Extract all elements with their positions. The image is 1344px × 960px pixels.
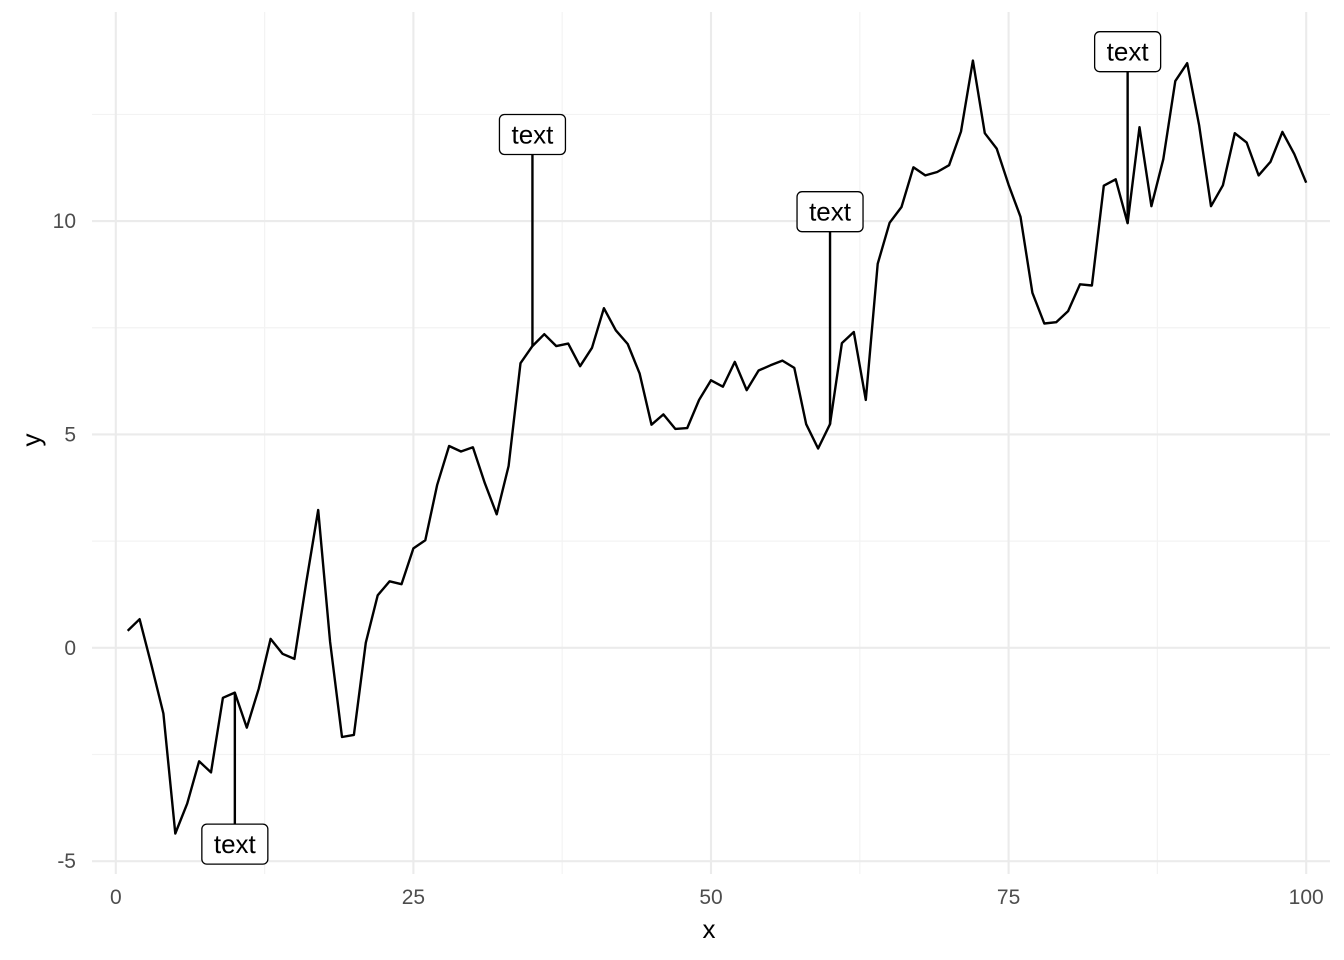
annotation-text: text: [214, 829, 257, 859]
annotation-box: [796, 191, 864, 233]
annotation-label: text: [796, 191, 864, 233]
x-tick-label: 50: [699, 886, 722, 909]
x-tick-label: 75: [997, 886, 1020, 909]
annotation-box: [498, 113, 567, 156]
annotation-text: text: [511, 119, 554, 149]
annotation-label: text: [498, 113, 567, 156]
annotation-box: [1093, 31, 1162, 73]
annotation-label: text: [1093, 31, 1162, 73]
y-tick-label: -5: [57, 850, 76, 873]
annotation-label: text: [201, 823, 269, 865]
annotation-text: text: [809, 197, 852, 227]
y-tick-label: 10: [53, 210, 76, 233]
x-tick-label: 100: [1289, 886, 1324, 909]
x-tick-label: 25: [402, 886, 425, 909]
annotation-layer: text text text text: [201, 31, 1162, 865]
x-tick-label: 0: [110, 886, 122, 909]
y-axis-ticks: -5 0 5 10: [53, 210, 76, 873]
y-tick-label: 5: [64, 423, 76, 446]
series-line: [126, 59, 1308, 835]
major-gridlines: [92, 12, 1330, 874]
annotation-text: text: [1107, 37, 1150, 67]
series-layer: [126, 59, 1308, 835]
y-tick-label: 0: [64, 637, 76, 660]
x-axis-title: x: [703, 914, 716, 944]
y-axis-title: y: [16, 434, 46, 447]
x-axis-ticks: 0 25 50 75 100: [110, 886, 1324, 909]
annotation-box: [201, 823, 269, 865]
